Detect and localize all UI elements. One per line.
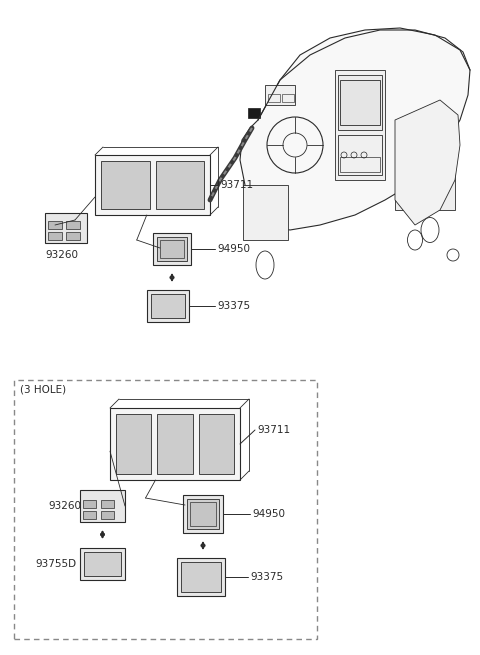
Bar (45, 213, 87, 243)
Polygon shape (395, 100, 460, 225)
Bar (187, 499, 219, 529)
Bar (14, 380, 317, 639)
Bar (83, 500, 96, 508)
Bar (157, 414, 192, 474)
Text: 94950: 94950 (252, 509, 285, 519)
Text: 93711: 93711 (257, 425, 290, 435)
Bar (84, 552, 121, 576)
Bar (199, 414, 234, 474)
Bar (243, 185, 288, 240)
Bar (110, 408, 240, 480)
Text: 93711: 93711 (220, 180, 253, 190)
Bar (66, 221, 80, 229)
Bar (177, 558, 225, 596)
Bar (48, 232, 62, 240)
Bar (183, 495, 223, 533)
Polygon shape (240, 28, 470, 230)
Bar (265, 85, 295, 105)
Bar (282, 94, 294, 102)
Bar (338, 75, 382, 130)
Text: 93755D: 93755D (35, 559, 76, 569)
Text: 93375: 93375 (250, 572, 283, 582)
Bar (48, 221, 62, 229)
Bar (83, 511, 96, 519)
Text: 93260: 93260 (48, 501, 81, 511)
Bar (101, 161, 149, 209)
Bar (66, 232, 80, 240)
Bar (156, 161, 204, 209)
Text: 93375: 93375 (217, 301, 250, 311)
Bar (340, 157, 380, 172)
Text: (3 HOLE): (3 HOLE) (20, 385, 67, 395)
Bar (80, 490, 125, 522)
Text: 93260: 93260 (45, 250, 78, 260)
Bar (190, 502, 216, 526)
Bar (101, 500, 114, 508)
Bar (338, 135, 382, 175)
Text: 94950: 94950 (217, 244, 250, 254)
Bar (116, 414, 151, 474)
Bar (248, 108, 260, 118)
Bar (268, 94, 280, 102)
Bar (181, 562, 221, 592)
Bar (80, 548, 125, 580)
Bar (95, 155, 210, 215)
Bar (147, 290, 189, 322)
Bar (335, 70, 385, 180)
Bar (101, 511, 114, 519)
Bar (395, 150, 455, 210)
Bar (151, 294, 185, 318)
Bar (157, 237, 187, 261)
Bar (340, 80, 380, 125)
Bar (153, 233, 191, 265)
Bar (160, 240, 184, 258)
